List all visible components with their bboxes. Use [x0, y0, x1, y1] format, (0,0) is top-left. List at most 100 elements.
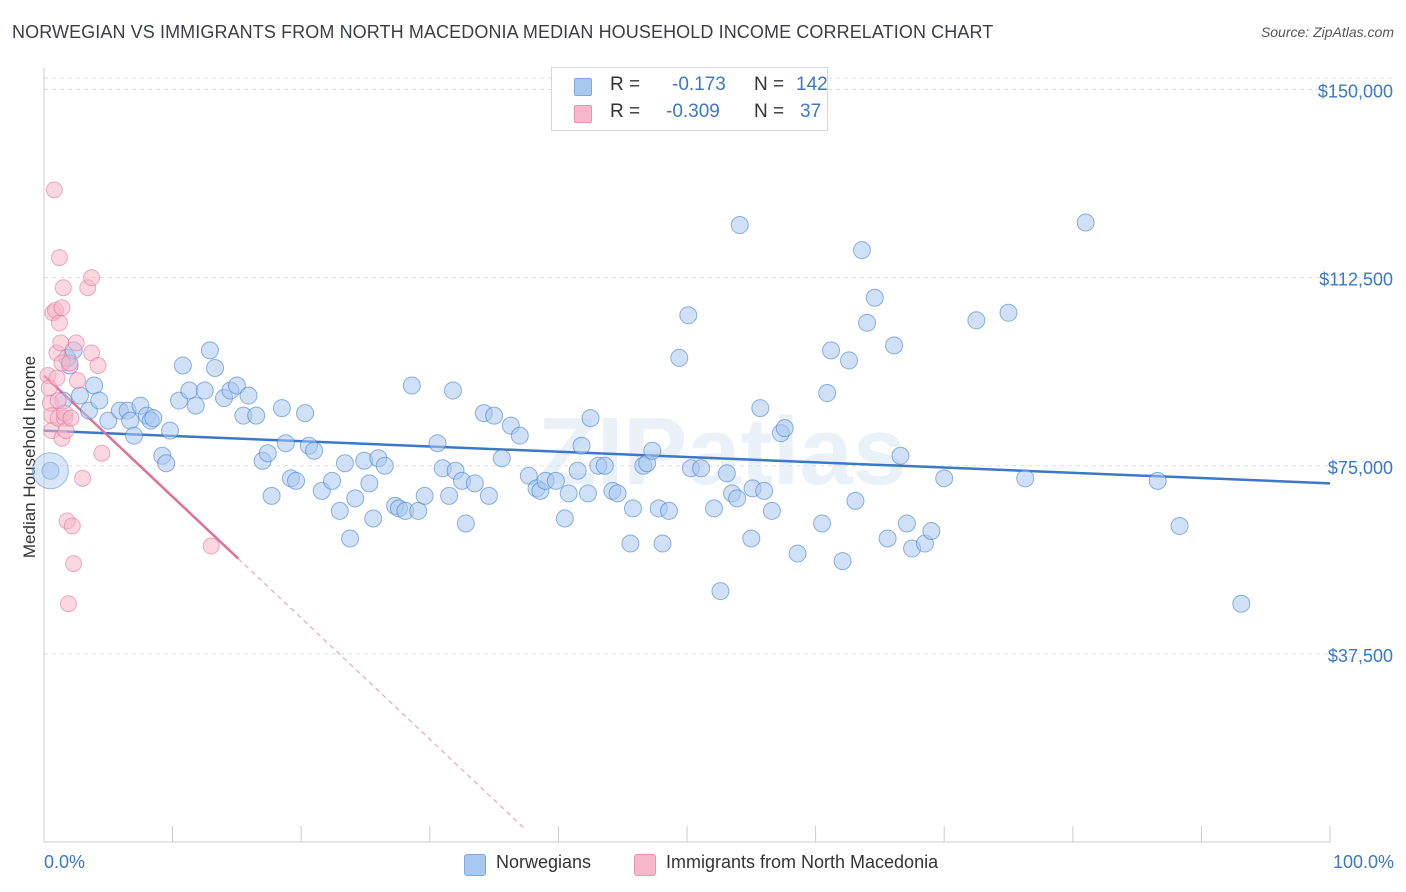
point-norwegians [305, 441, 324, 460]
grid-lines [44, 77, 1395, 655]
point-north-macedonia [62, 409, 80, 427]
point-norwegians [595, 456, 614, 475]
bottom-legend-swatch [464, 854, 486, 876]
point-norwegians [144, 409, 163, 428]
y-tick-label: $37,500 [1328, 646, 1393, 666]
point-norwegians [85, 376, 104, 395]
point-norwegians [559, 484, 578, 503]
point-norwegians [555, 509, 574, 528]
axes [43, 68, 1331, 843]
point-north-macedonia [45, 181, 63, 199]
point-norwegians [364, 509, 383, 528]
point-norwegians [572, 436, 591, 455]
point-norwegians [878, 529, 897, 548]
point-norwegians [479, 486, 498, 505]
point-norwegians [623, 499, 642, 518]
legend-n-label: N = [754, 74, 785, 95]
point-norwegians [1170, 516, 1189, 535]
point-norwegians [891, 446, 910, 465]
point-north-macedonia [50, 249, 68, 267]
trend-line-north-macedonia [43, 374, 240, 560]
chart-title: NORWEGIAN VS IMMIGRANTS FROM NORTH MACED… [12, 22, 994, 42]
point-norwegians [456, 514, 475, 533]
y-tick-labels: $37,500 $75,000 $112,500 $150,000 [1318, 82, 1393, 666]
point-norwegians [510, 426, 529, 445]
legend-swatch-norwegians [574, 78, 592, 96]
data-points [31, 181, 1251, 613]
point-norwegians [775, 419, 794, 438]
point-norwegians [443, 381, 462, 400]
point-norwegians [1232, 594, 1251, 613]
point-norwegians [762, 501, 781, 520]
y-tick-label: $150,000 [1318, 82, 1393, 102]
point-norwegians [653, 534, 672, 553]
legend-r-value: -0.309 [666, 101, 720, 122]
point-norwegians [440, 486, 459, 505]
point-north-macedonia [59, 595, 77, 613]
legend-n-value: 142 [796, 74, 828, 95]
point-norwegians [728, 489, 747, 508]
point-norwegians [428, 434, 447, 453]
point-norwegians [71, 386, 90, 405]
point-norwegians [346, 489, 365, 508]
point-norwegians [1076, 213, 1095, 232]
point-norwegians [121, 411, 140, 430]
trend-lines [43, 374, 1331, 831]
point-norwegians [711, 582, 730, 601]
point-norwegians [865, 288, 884, 307]
point-norwegians [206, 358, 225, 377]
point-norwegians [546, 471, 565, 490]
point-norwegians [846, 491, 865, 510]
point-norwegians [788, 544, 807, 563]
point-norwegians [755, 481, 774, 500]
point-norwegians [751, 399, 770, 418]
point-north-macedonia [74, 469, 92, 487]
legend-r-label: R = [610, 74, 641, 95]
bottom-legend-label: Immigrants from North Macedonia [666, 852, 939, 872]
point-north-macedonia [63, 517, 81, 535]
bottom-legend-label: Norwegians [496, 852, 592, 872]
point-north-macedonia [83, 269, 101, 287]
point-norwegians [717, 464, 736, 483]
source-note: Source: ZipAtlas.com [1260, 24, 1394, 40]
y-tick-label: $112,500 [1319, 270, 1393, 290]
point-norwegians [90, 391, 109, 410]
point-norwegians [659, 501, 678, 520]
point-north-macedonia [53, 299, 71, 317]
point-norwegians [840, 351, 859, 370]
point-norwegians [608, 484, 627, 503]
point-norwegians [935, 469, 954, 488]
point-norwegians [967, 311, 986, 330]
point-norwegians [1148, 471, 1167, 490]
trend-line-extension [237, 558, 527, 831]
point-norwegians [833, 552, 852, 571]
point-norwegians [485, 406, 504, 425]
point-norwegians [247, 406, 266, 425]
point-north-macedonia [50, 314, 68, 332]
point-north-macedonia [48, 369, 66, 387]
point-norwegians [679, 306, 698, 325]
point-north-macedonia [89, 356, 107, 374]
point-norwegians [180, 381, 199, 400]
point-norwegians [742, 529, 761, 548]
point-norwegians [818, 384, 837, 403]
point-norwegians [578, 484, 597, 503]
trend-line-norwegians [43, 429, 1331, 485]
correlation-legend: R = -0.173 N = 142 R = -0.309 N = 37 [551, 67, 828, 131]
bottom-legend-swatch [634, 854, 656, 876]
point-norwegians [852, 241, 871, 260]
point-norwegians [402, 376, 421, 395]
point-norwegians [330, 501, 349, 520]
point-norwegians [643, 441, 662, 460]
legend-swatch-north-macedonia [574, 105, 592, 123]
point-norwegians [296, 404, 315, 423]
point-norwegians [692, 459, 711, 478]
point-norwegians [465, 474, 484, 493]
point-norwegians [287, 471, 306, 490]
point-norwegians [705, 499, 724, 518]
point-norwegians [568, 461, 587, 480]
point-norwegians [335, 454, 354, 473]
point-norwegians [375, 456, 394, 475]
point-norwegians [415, 486, 434, 505]
point-norwegians [922, 521, 941, 540]
